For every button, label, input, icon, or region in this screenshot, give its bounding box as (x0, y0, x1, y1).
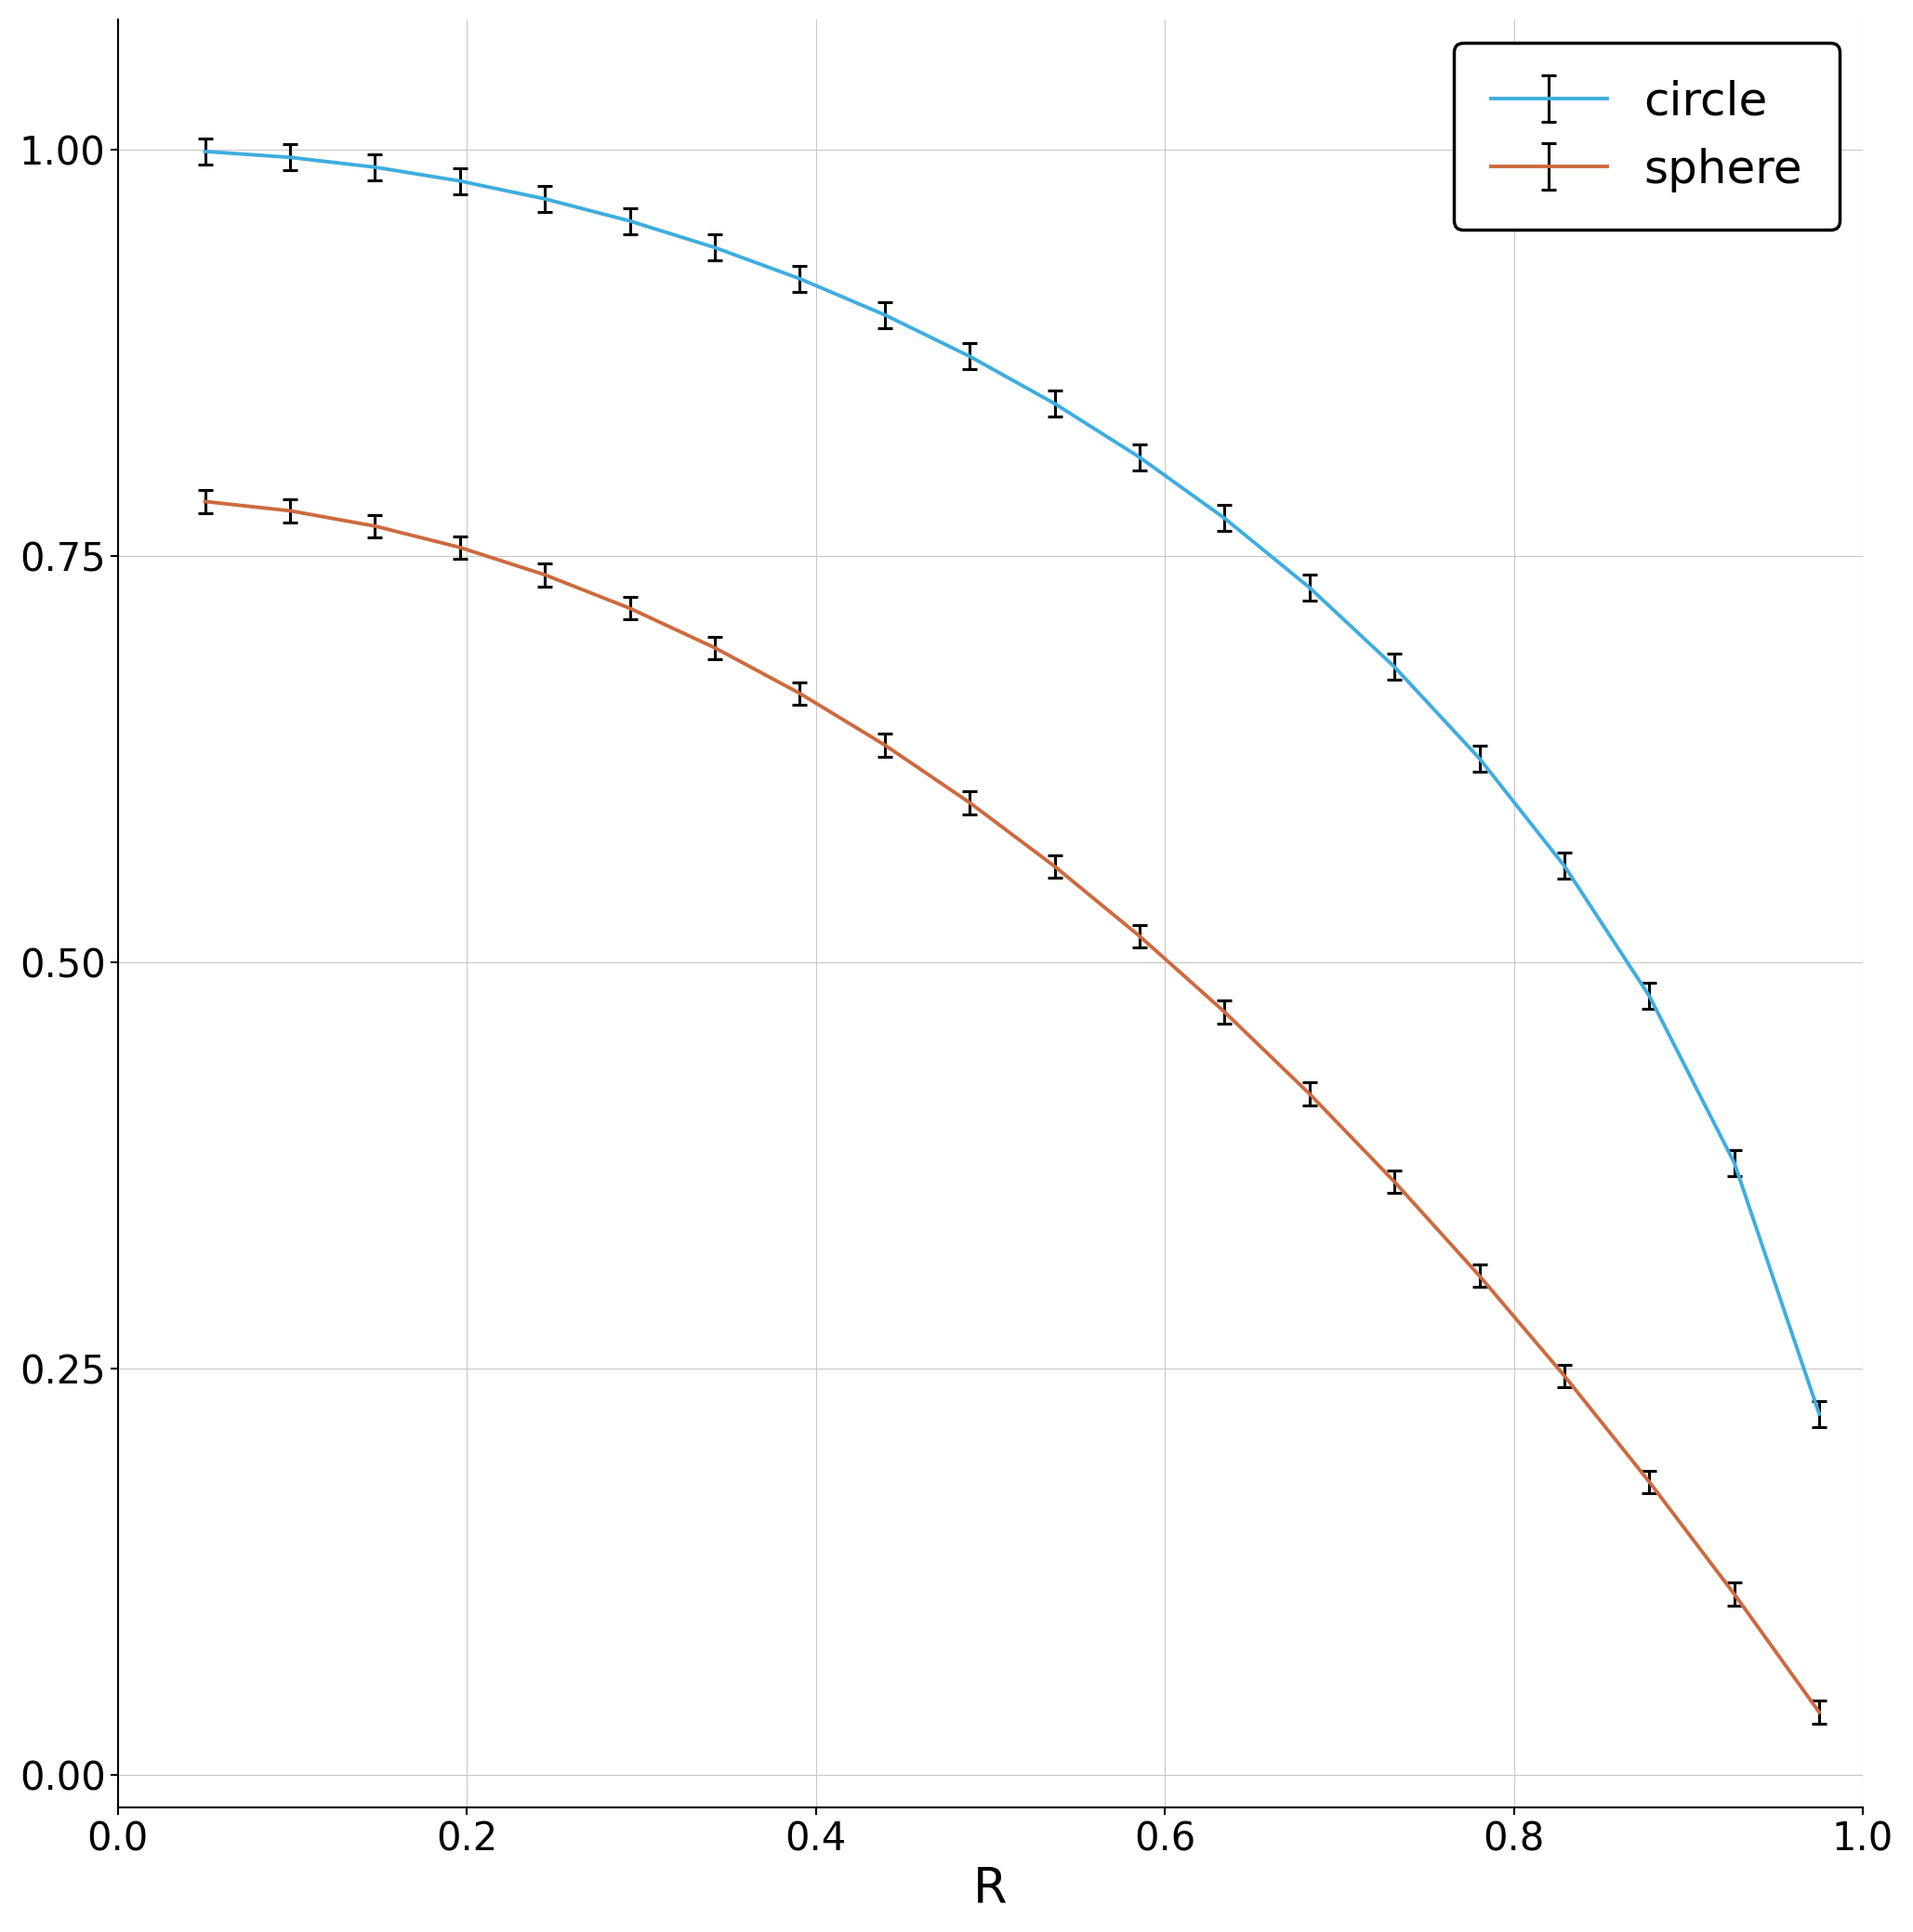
X-axis label: R: R (974, 1864, 1008, 1913)
Legend: circle, sphere: circle, sphere (1454, 43, 1840, 230)
